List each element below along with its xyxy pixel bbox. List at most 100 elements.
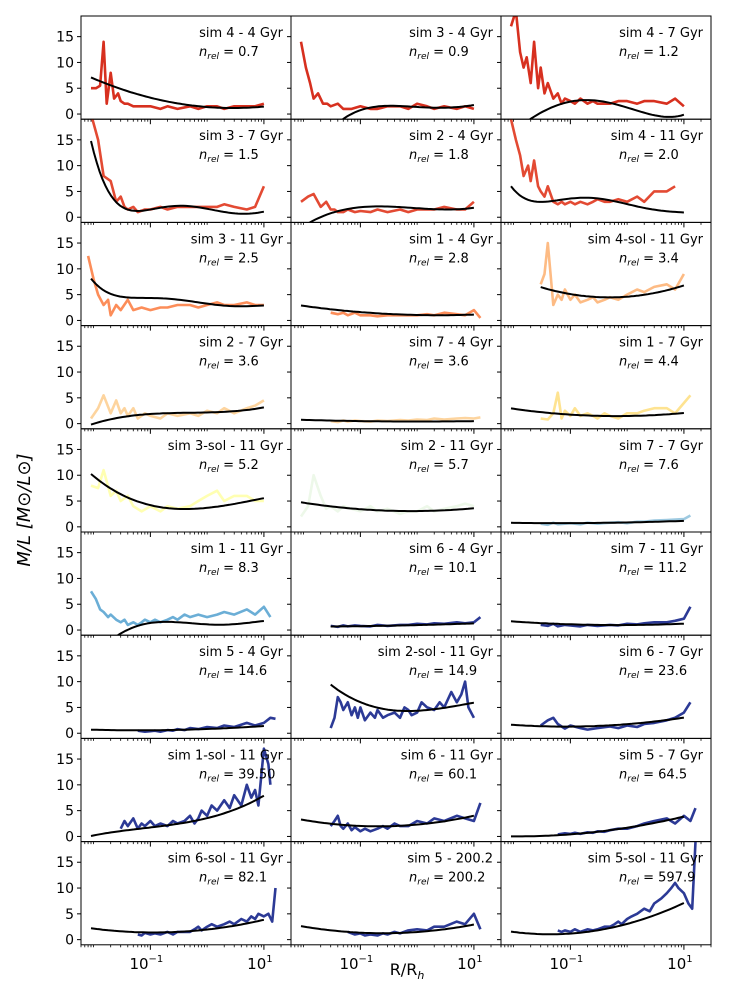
fit-curve (510, 620, 684, 627)
nrel-symbol: n (619, 148, 627, 163)
fit-curve (510, 716, 685, 728)
nrel-value: = 82.1 (219, 871, 267, 886)
y-tick-label: 10 (56, 778, 74, 794)
nrel-subscript: rel (207, 671, 219, 681)
x-tick-exponent: 1 (266, 954, 272, 965)
fit-curve (341, 104, 475, 120)
nrel-value: = 3.6 (219, 355, 259, 370)
panel-nrel: nrel = 82.1 (199, 871, 267, 888)
nrel-symbol: n (199, 458, 207, 473)
x-label-subscript: h (417, 969, 424, 982)
data-line (89, 393, 265, 420)
panel: sim 2 - 4 Gyr nrel = 1.8 (287, 118, 502, 228)
nrel-subscript: rel (417, 258, 429, 268)
nrel-symbol: n (619, 251, 627, 266)
x-tick-base: 10 (667, 955, 686, 973)
y-tick-label: 15 (56, 546, 74, 562)
x-tick-label: 10−1 (129, 954, 163, 973)
nrel-value: = 10.1 (429, 561, 477, 576)
nrel-symbol: n (199, 871, 207, 886)
y-tick-label: 0 (65, 933, 74, 949)
nrel-value: = 14.6 (219, 664, 267, 679)
y-tick-label: 5 (65, 391, 74, 407)
x-tick-base: 10 (247, 955, 266, 973)
panel-nrel: nrel = 3.6 (409, 355, 469, 372)
panel-title: sim 5 - 7 Gyr (619, 748, 704, 763)
fit-curve (330, 683, 475, 712)
fit-curve (300, 501, 474, 513)
panel-nrel: nrel = 0.9 (409, 45, 469, 62)
nrel-value: = 11.2 (639, 561, 687, 576)
data-line (540, 391, 692, 421)
x-axis-label: R/Rh (390, 960, 425, 982)
nrel-value: = 1.8 (429, 148, 469, 163)
panel: 0 5 10 15 sim 1-sol - 11 Gyr nrel = 39.50 (56, 737, 292, 847)
y-tick-label: 5 (65, 907, 74, 923)
panel: sim 2-sol - 11 Gyr nrel = 14.9 (287, 634, 502, 744)
nrel-value: = 3.6 (429, 355, 469, 370)
panel-nrel: nrel = 0.7 (199, 45, 259, 62)
panel-title: sim 6 - 11 Gyr (401, 748, 494, 763)
fit-curve (330, 622, 474, 628)
panel-nrel: nrel = 5.7 (409, 458, 469, 475)
nrel-symbol: n (409, 45, 417, 60)
panel-title: sim 4 - 11 Gyr (611, 129, 704, 144)
y-tick-label: 15 (56, 752, 74, 768)
y-tick-label: 15 (56, 855, 74, 871)
panel: sim 6 - 7 Gyr nrel = 23.6 (497, 634, 712, 744)
panel-nrel: nrel = 11.2 (619, 561, 687, 578)
panel: 0 5 10 15 sim 4 - 4 Gyr nrel = 0.7 (56, 15, 292, 125)
panel-nrel: nrel = 1.2 (619, 45, 679, 62)
panel-title: sim 1 - 11 Gyr (191, 542, 284, 557)
nrel-symbol: n (199, 664, 207, 679)
panel-title: sim 4 - 4 Gyr (199, 26, 284, 41)
nrel-subscript: rel (207, 362, 219, 372)
nrel-value: = 2.8 (429, 251, 469, 266)
x-tick-label: 10−1 (339, 954, 373, 973)
fit-curve (90, 140, 265, 215)
y-tick-label: 10 (56, 468, 74, 484)
panel: sim 6 - 11 Gyr nrel = 60.1 (287, 737, 502, 847)
nrel-symbol: n (409, 148, 417, 163)
x-tick-label: 101 (457, 954, 482, 973)
y-tick-label: 15 (56, 339, 74, 355)
nrel-value: = 5.7 (429, 458, 469, 473)
panel-title: sim 7 - 7 Gyr (619, 439, 704, 454)
nrel-value: = 3.4 (639, 251, 679, 266)
y-axis-label: M/L [M⊙/L⊙] (14, 453, 35, 566)
fit-curve (510, 407, 684, 418)
panel: 0 5 10 15 sim 1 - 11 Gyr nrel = 8.3 (56, 531, 292, 641)
y-tick-label: 10 (56, 55, 74, 71)
nrel-value: = 7.6 (639, 458, 679, 473)
y-tick-label: 0 (65, 829, 74, 845)
nrel-symbol: n (199, 355, 207, 370)
nrel-symbol: n (409, 664, 417, 679)
nrel-subscript: rel (627, 568, 639, 578)
fit-curve (307, 205, 475, 223)
y-tick-label: 15 (56, 30, 74, 46)
nrel-subscript: rel (627, 878, 639, 888)
nrel-value: = 5.2 (219, 458, 259, 473)
nrel-subscript: rel (417, 155, 429, 165)
nrel-subscript: rel (417, 362, 429, 372)
x-tick-exponent: 1 (476, 954, 482, 965)
panel-title: sim 1-sol - 11 Gyr (168, 748, 284, 763)
data-line (329, 680, 476, 729)
nrel-subscript: rel (627, 155, 639, 165)
y-tick-label: 10 (56, 262, 74, 278)
fit-curve (90, 406, 265, 426)
panel-title: sim 2-sol - 11 Gyr (378, 645, 494, 660)
panel-nrel: nrel = 14.6 (199, 664, 267, 681)
x-tick-exponent: −1 (149, 954, 164, 965)
nrel-subscript: rel (207, 774, 219, 784)
nrel-subscript: rel (207, 568, 219, 578)
panel-nrel: nrel = 3.6 (199, 355, 259, 372)
panel-nrel: nrel = 1.8 (409, 148, 469, 165)
data-line (557, 841, 697, 934)
nrel-symbol: n (199, 251, 207, 266)
panel-title: sim 3 - 11 Gyr (191, 232, 284, 247)
data-line (137, 887, 277, 937)
nrel-symbol: n (199, 561, 207, 576)
panel: sim 4 - 7 Gyr nrel = 1.2 (497, 15, 712, 125)
